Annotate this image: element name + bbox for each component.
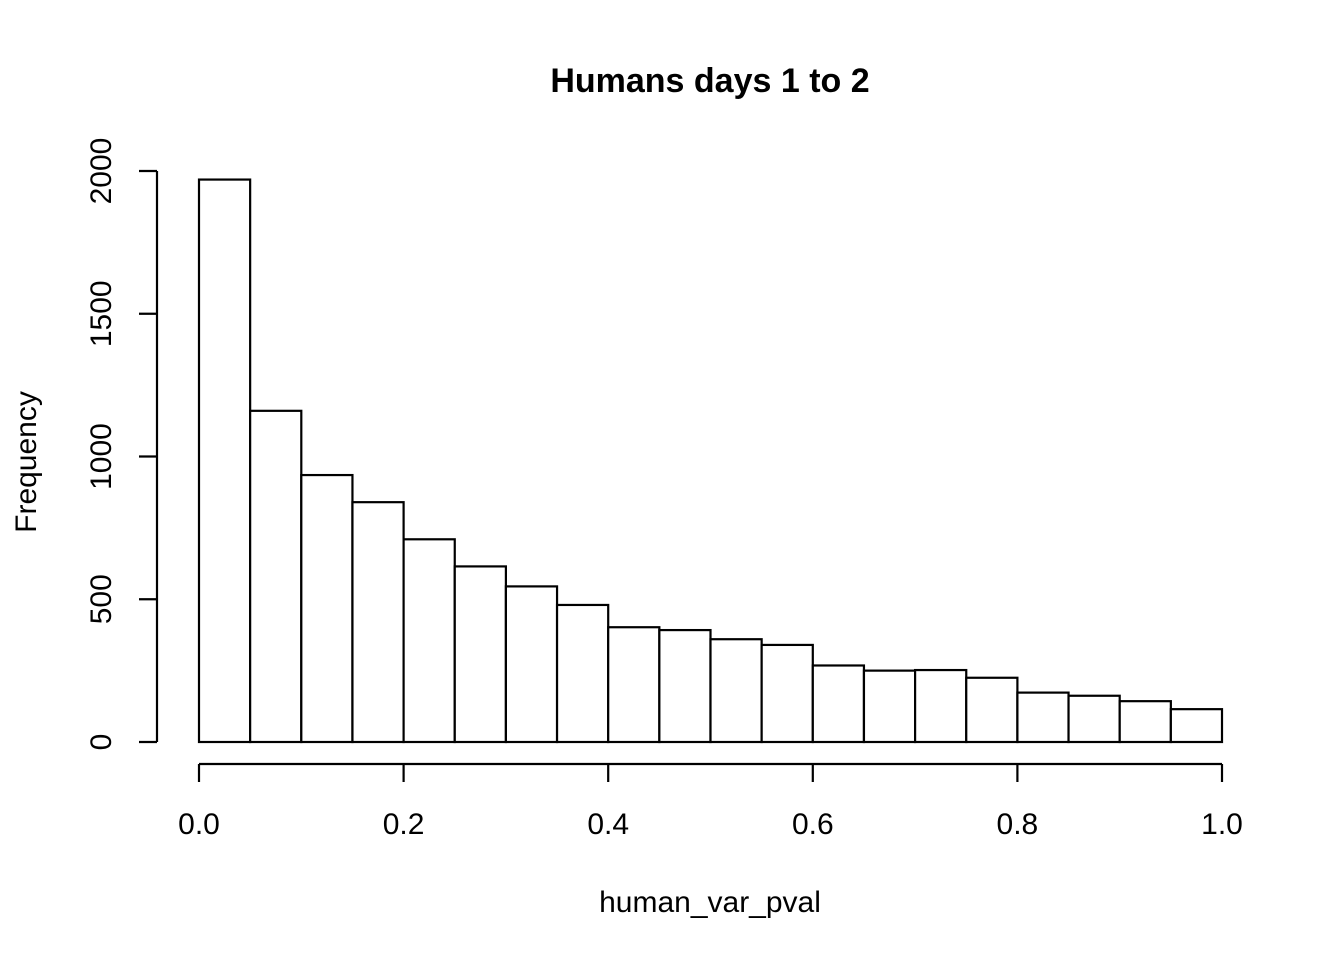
bars-group — [197, 178, 1224, 744]
y-tick-label: 500 — [85, 574, 118, 624]
histogram-bar — [197, 178, 252, 744]
x-tick-label: 0.2 — [383, 808, 425, 841]
x-tick-label: 0.8 — [997, 808, 1039, 841]
x-axis-label: human_var_pval — [599, 886, 821, 919]
histogram-bar — [811, 664, 866, 744]
y-tick-label: 0 — [85, 734, 118, 751]
histogram-bar — [658, 628, 712, 744]
y-tick-label: 2000 — [85, 138, 118, 205]
chart-title: Humans days 1 to 2 — [550, 62, 869, 100]
histogram-bar — [453, 565, 508, 744]
histogram-bar — [402, 538, 456, 744]
histogram-bar — [1169, 708, 1224, 744]
histogram-bar — [607, 626, 661, 744]
histogram-bar — [1118, 700, 1172, 744]
histogram-bar — [913, 668, 968, 744]
x-axis: 0.0 0.2 0.4 0.6 0.8 1.0 — [178, 762, 1243, 841]
histogram-bar — [249, 409, 303, 744]
x-tick-label: 0.6 — [792, 808, 834, 841]
y-tick-label: 1000 — [85, 423, 118, 490]
histogram-bar — [504, 585, 559, 744]
y-axis: 0 500 1000 1500 2000 — [85, 138, 159, 751]
y-tick-label: 1500 — [85, 280, 118, 347]
histogram-bar — [300, 473, 354, 744]
histogram-bar — [760, 643, 814, 744]
histogram-bar — [862, 669, 917, 744]
histogram-bar — [709, 638, 763, 744]
x-tick-label: 0.0 — [178, 808, 220, 841]
histogram-bar — [965, 676, 1019, 744]
histogram-bar — [1016, 691, 1070, 744]
histogram-bar — [1067, 694, 1121, 744]
y-axis-label: Frequency — [10, 391, 43, 533]
x-tick-label: 0.4 — [587, 808, 629, 841]
x-tick-label: 1.0 — [1201, 808, 1243, 841]
histogram-bar — [555, 603, 610, 744]
histogram-bar — [351, 501, 405, 744]
